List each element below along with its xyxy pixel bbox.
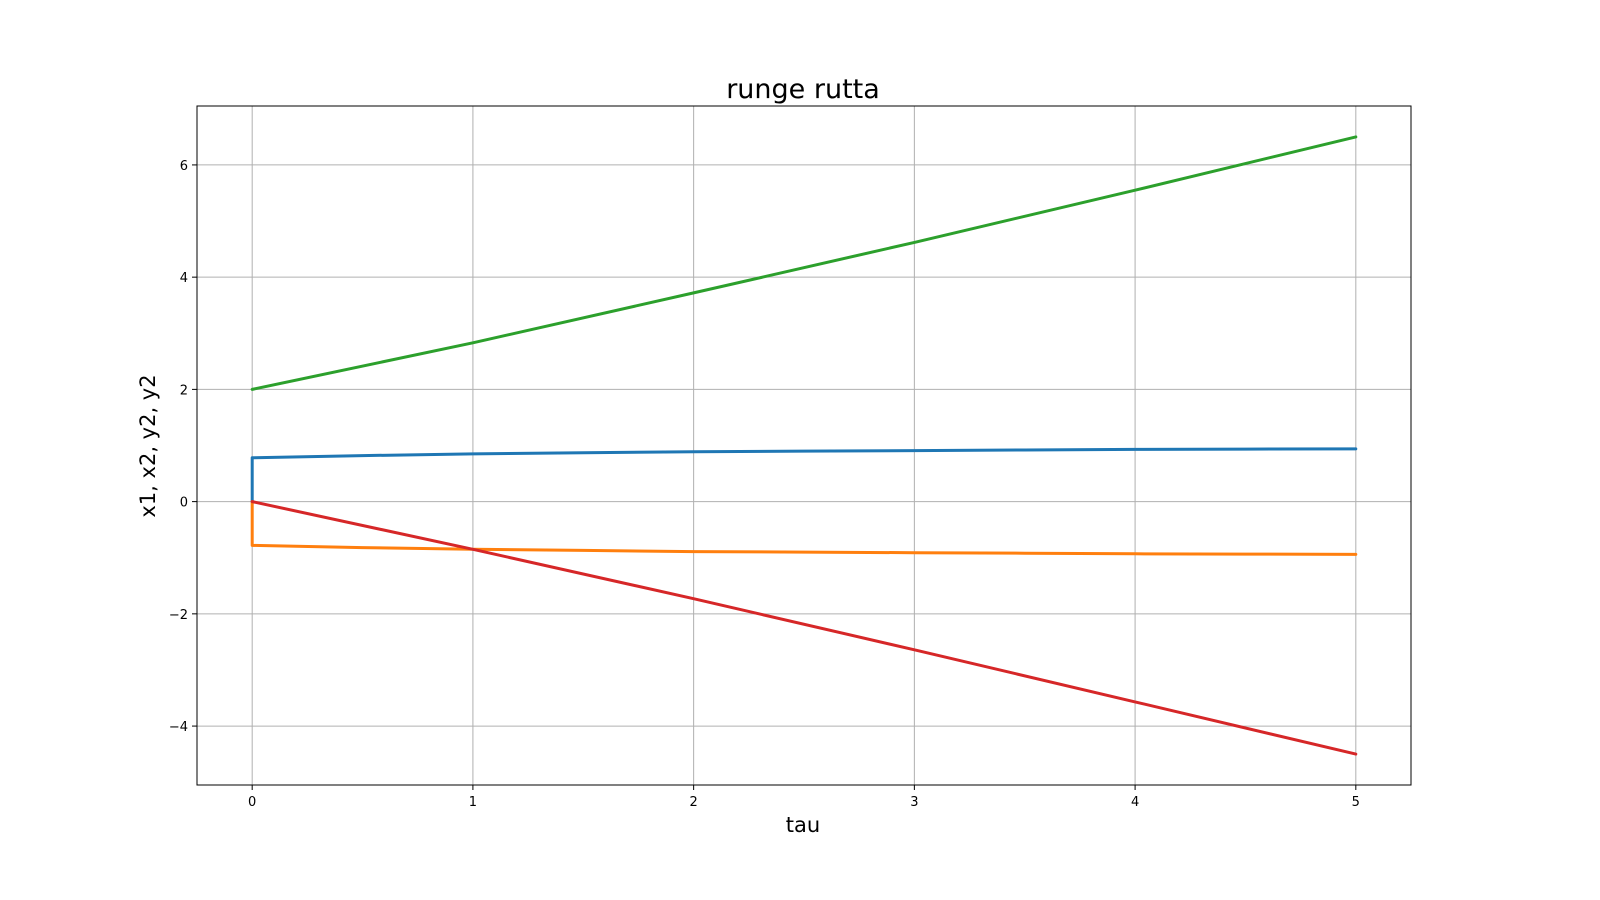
y-tick-label: 2 (180, 383, 188, 398)
y-tick-label: 6 (180, 159, 188, 174)
x-tick-label: 3 (910, 795, 918, 810)
x-tick-label: 2 (689, 795, 697, 810)
chart-title: runge rutta (726, 74, 880, 105)
series-line-3 (250, 135, 1358, 391)
x-tick-label: 5 (1352, 795, 1360, 810)
plot-frame (196, 105, 1412, 786)
x-tick-label: 0 (248, 795, 256, 810)
series-line-2 (250, 500, 1358, 556)
axis-ticks: 0 1 2 3 4 5 −4 −2 0 2 4 6 (169, 159, 1360, 810)
grid (197, 106, 1411, 785)
x-tick-label: 1 (469, 795, 477, 810)
x-axis-title: tau (786, 813, 820, 837)
series-line-4 (250, 500, 1358, 756)
y-axis-title: x1, x2, y2, y2 (136, 374, 160, 517)
y-tick-label: −2 (169, 608, 188, 623)
x-tick-label: 4 (1131, 795, 1139, 810)
y-tick-label: 4 (180, 271, 188, 286)
series-lines (250, 135, 1358, 756)
series-line-1 (250, 447, 1358, 504)
y-tick-label: −4 (169, 720, 188, 735)
y-tick-label: 0 (180, 496, 188, 511)
